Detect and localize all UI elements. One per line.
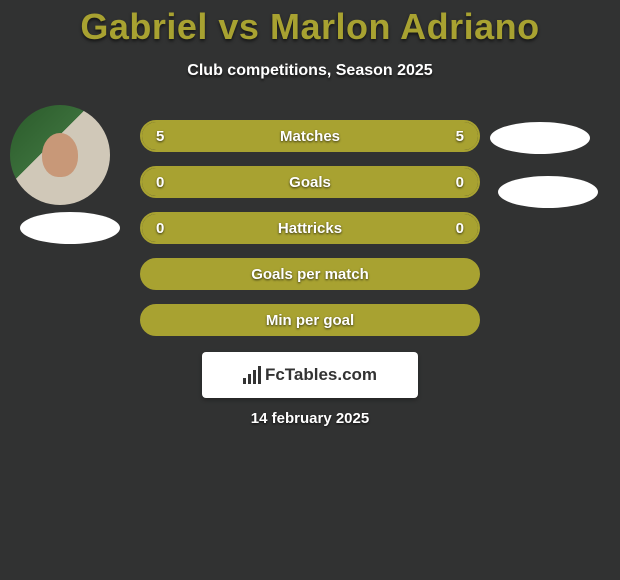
stats-container: 5 Matches 5 0 Goals 0 0 Hattricks 0 Goal… — [140, 120, 480, 350]
player-left-flag — [20, 212, 120, 244]
subtitle: Club competitions, Season 2025 — [0, 62, 620, 80]
player-right-flag-2 — [498, 176, 598, 208]
stat-row-goals: 0 Goals 0 — [140, 166, 480, 198]
stat-row-matches: 5 Matches 5 — [140, 120, 480, 152]
page-title: Gabriel vs Marlon Adriano — [0, 0, 620, 48]
stat-row-goals-per-match: Goals per match — [140, 258, 480, 290]
stat-row-min-per-goal: Min per goal — [140, 304, 480, 336]
stat-label: Goals per match — [142, 266, 478, 283]
stat-right-value: 0 — [456, 174, 464, 191]
source-logo: FcTables.com — [202, 352, 418, 398]
stat-row-hattricks: 0 Hattricks 0 — [140, 212, 480, 244]
stat-label: Goals — [142, 174, 478, 191]
player-left-avatar — [10, 105, 110, 205]
stat-label: Matches — [142, 128, 478, 145]
stat-label: Min per goal — [142, 312, 478, 329]
player-right-flag-1 — [490, 122, 590, 154]
stat-right-value: 0 — [456, 220, 464, 237]
stat-right-value: 5 — [456, 128, 464, 145]
source-logo-text: FcTables.com — [265, 365, 377, 385]
chart-bars-icon — [243, 366, 261, 384]
stat-label: Hattricks — [142, 220, 478, 237]
date-text: 14 february 2025 — [0, 410, 620, 427]
